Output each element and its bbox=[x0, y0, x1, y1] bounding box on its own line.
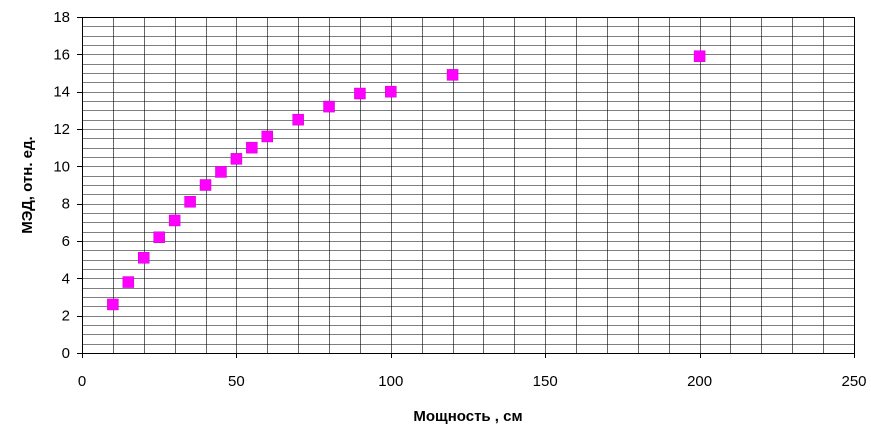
y-tick-label: 10 bbox=[53, 158, 70, 175]
data-point bbox=[215, 166, 227, 178]
y-tick-label: 0 bbox=[62, 345, 70, 362]
data-point bbox=[107, 298, 119, 311]
y-tick-label: 8 bbox=[62, 196, 70, 213]
y-tick-label: 2 bbox=[62, 308, 70, 325]
y-tick-label: 4 bbox=[62, 270, 70, 287]
data-point bbox=[153, 231, 165, 244]
data-point bbox=[138, 252, 150, 264]
data-point bbox=[354, 87, 366, 100]
data-point bbox=[168, 214, 181, 227]
data-point bbox=[184, 196, 196, 208]
x-tick-label: 250 bbox=[841, 373, 866, 390]
data-points bbox=[107, 50, 706, 311]
data-point bbox=[323, 100, 335, 113]
data-point bbox=[261, 130, 274, 143]
data-point bbox=[230, 153, 243, 165]
tick-labels: 0 50 100 150 200 250 0 2 4 6 8 10 12 14 16 18 bbox=[53, 9, 866, 390]
x-tick-label: 150 bbox=[533, 373, 558, 390]
y-tick-label: 16 bbox=[53, 46, 70, 63]
plot-area-frame bbox=[82, 17, 855, 354]
x-tick-label: 0 bbox=[78, 373, 86, 390]
y-tick-label: 18 bbox=[53, 9, 70, 26]
data-point bbox=[199, 179, 212, 191]
grid bbox=[82, 17, 855, 354]
y-tick-label: 12 bbox=[53, 121, 70, 138]
y-tick-label: 6 bbox=[62, 233, 70, 250]
x-tick-label: 200 bbox=[687, 373, 712, 390]
x-tick-label: 50 bbox=[228, 373, 245, 390]
axes bbox=[77, 17, 855, 358]
data-point bbox=[446, 69, 459, 81]
data-point bbox=[292, 113, 304, 126]
data-point bbox=[693, 50, 706, 62]
data-point bbox=[122, 276, 135, 288]
x-tick-label: 100 bbox=[378, 373, 403, 390]
data-point bbox=[246, 141, 258, 154]
y-axis-title: МЭД, отн. ед. bbox=[19, 136, 36, 233]
y-tick-label: 14 bbox=[53, 84, 70, 101]
x-axis-title: Мощность , см bbox=[413, 408, 522, 425]
data-point bbox=[385, 85, 397, 98]
